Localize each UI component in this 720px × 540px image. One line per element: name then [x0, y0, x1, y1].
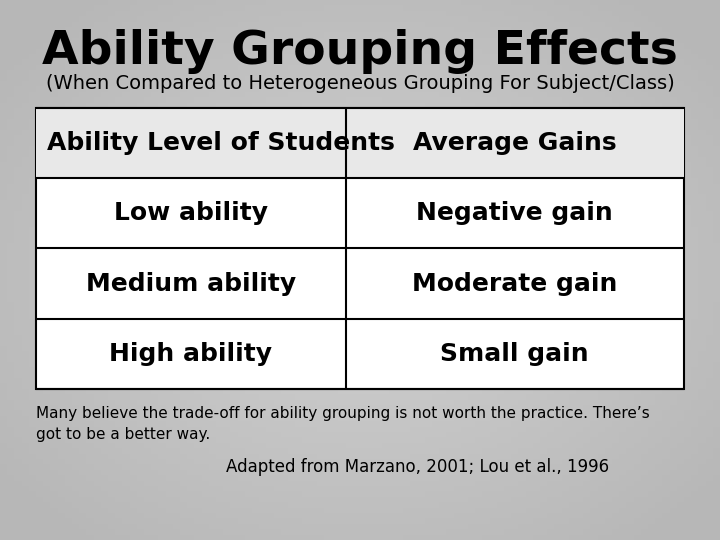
Text: High ability: High ability — [109, 342, 272, 366]
Text: Negative gain: Negative gain — [416, 201, 613, 225]
Text: Many believe the trade-off for ability grouping is not worth the practice. There: Many believe the trade-off for ability g… — [36, 406, 649, 421]
Text: Moderate gain: Moderate gain — [412, 272, 618, 295]
Text: Ability Level of Students: Ability Level of Students — [47, 131, 395, 155]
Bar — [36, 108, 684, 389]
Text: got to be a better way.: got to be a better way. — [36, 427, 210, 442]
Bar — [36, 108, 684, 178]
Text: Ability Grouping Effects: Ability Grouping Effects — [42, 29, 678, 74]
Text: Small gain: Small gain — [441, 342, 589, 366]
Text: Low ability: Low ability — [114, 201, 268, 225]
Text: Medium ability: Medium ability — [86, 272, 296, 295]
Text: Adapted from Marzano, 2001; Lou et al., 1996: Adapted from Marzano, 2001; Lou et al., … — [226, 458, 609, 476]
Text: (When Compared to Heterogeneous Grouping For Subject/Class): (When Compared to Heterogeneous Grouping… — [45, 74, 675, 93]
Text: Average Gains: Average Gains — [413, 131, 616, 155]
